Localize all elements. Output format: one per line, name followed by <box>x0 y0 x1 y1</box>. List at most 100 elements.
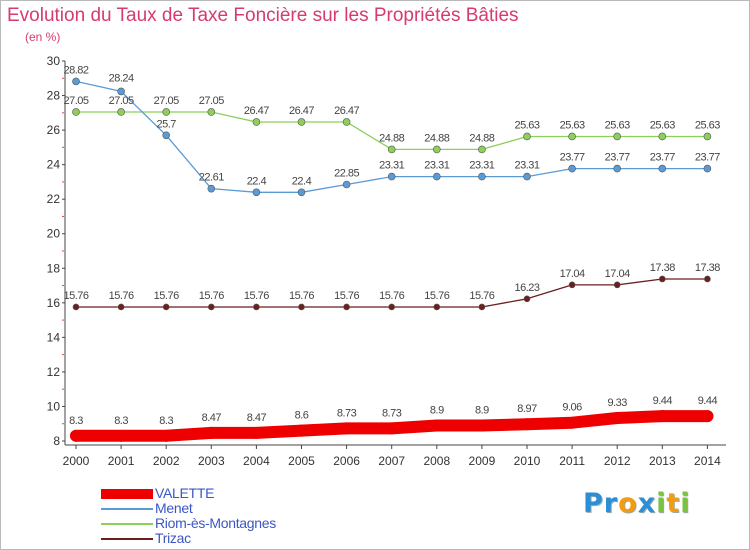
data-point-trizac <box>704 275 711 283</box>
legend-swatch-riom <box>101 523 153 525</box>
data-label-trizac: 15.76 <box>63 290 88 302</box>
x-tick-label: 2012 <box>604 454 631 468</box>
data-label-valette: 9.06 <box>562 402 582 414</box>
x-tick-label: 2006 <box>333 454 360 468</box>
y-tick-label: 10 <box>47 399 61 413</box>
data-label-menet: 22.85 <box>334 168 359 180</box>
legend-swatch-menet <box>101 508 153 510</box>
data-label-valette: 8.6 <box>295 410 309 422</box>
y-tick-label: 12 <box>47 365 61 379</box>
data-label-riom: 27.05 <box>154 95 179 107</box>
data-label-valette: 8.47 <box>202 412 222 424</box>
proxiti-logo: Proxiti <box>583 488 691 519</box>
legend-label-valette: VALETTE <box>155 485 215 501</box>
data-label-riom: 25.63 <box>560 119 585 131</box>
data-label-trizac: 15.76 <box>109 290 134 302</box>
data-label-menet: 23.31 <box>379 160 404 172</box>
data-label-riom: 25.63 <box>695 119 720 131</box>
x-tick-label: 2007 <box>378 454 405 468</box>
data-point-valette <box>115 429 128 442</box>
data-label-valette: 8.3 <box>159 415 173 427</box>
data-point-riom <box>117 108 125 116</box>
data-point-riom <box>162 108 170 116</box>
data-label-trizac: 15.76 <box>469 290 494 302</box>
data-point-valette <box>205 426 218 439</box>
data-label-riom: 25.63 <box>514 119 539 131</box>
data-point-trizac <box>388 303 396 311</box>
y-tick-label: 16 <box>47 296 61 310</box>
data-label-menet: 22.61 <box>199 172 224 184</box>
data-label-valette: 8.9 <box>430 404 444 416</box>
data-label-trizac: 16.23 <box>514 282 539 294</box>
data-point-menet <box>342 180 351 189</box>
x-tick-label: 2002 <box>153 454 180 468</box>
legend-label-riom: Riom-ès-Montagnes <box>155 515 276 531</box>
data-point-riom <box>523 132 531 141</box>
data-point-trizac <box>343 303 350 311</box>
data-label-riom: 25.63 <box>650 119 675 131</box>
data-point-trizac <box>433 303 441 311</box>
data-point-valette <box>295 424 308 437</box>
data-label-valette: 8.73 <box>337 407 357 419</box>
x-tick-label: 2003 <box>198 454 225 468</box>
data-point-valette <box>475 419 488 432</box>
data-point-menet <box>117 87 125 96</box>
data-point-valette <box>611 412 624 425</box>
data-point-valette <box>250 426 263 439</box>
data-point-menet <box>207 184 216 193</box>
data-point-trizac <box>568 281 576 289</box>
x-tick-label: 2013 <box>649 454 676 468</box>
data-point-trizac <box>72 303 80 311</box>
data-point-trizac <box>162 303 170 311</box>
data-label-riom: 27.05 <box>63 95 88 107</box>
x-tick-label: 2001 <box>108 454 135 468</box>
legend-swatch-trizac <box>101 538 153 540</box>
data-label-riom: 25.63 <box>605 119 630 131</box>
data-point-trizac <box>208 303 215 311</box>
data-point-riom <box>72 108 80 116</box>
y-tick-label: 28 <box>47 89 61 103</box>
data-label-trizac: 15.76 <box>289 290 314 302</box>
x-tick-label: 2014 <box>694 454 721 468</box>
data-label-menet: 22.4 <box>247 175 267 187</box>
data-label-riom: 24.88 <box>379 132 404 144</box>
data-point-menet <box>658 164 667 173</box>
data-label-menet: 23.77 <box>695 152 720 164</box>
data-label-menet: 23.77 <box>650 152 675 164</box>
data-point-trizac <box>253 303 260 311</box>
legend-label-trizac: Trizac <box>155 530 191 546</box>
data-label-valette: 9.44 <box>698 395 718 407</box>
data-label-trizac: 15.76 <box>424 290 449 302</box>
data-label-menet: 23.77 <box>560 152 585 164</box>
data-label-valette: 9.44 <box>653 395 673 407</box>
data-point-riom <box>207 108 216 116</box>
data-label-menet: 22.4 <box>292 175 312 187</box>
data-label-riom: 26.47 <box>244 105 269 117</box>
y-tick-label: 30 <box>47 54 61 68</box>
data-label-trizac: 15.76 <box>199 290 224 302</box>
data-label-valette: 8.9 <box>475 404 489 416</box>
data-point-valette <box>701 410 714 423</box>
data-label-trizac: 17.04 <box>560 268 585 280</box>
data-label-riom: 26.47 <box>289 105 314 117</box>
data-point-valette <box>385 422 398 435</box>
data-label-menet: 23.31 <box>424 160 449 172</box>
data-label-riom: 26.47 <box>334 105 359 117</box>
data-point-trizac <box>523 295 531 303</box>
data-point-menet <box>478 172 486 181</box>
data-point-riom <box>568 132 576 141</box>
data-point-riom <box>478 145 486 154</box>
data-label-riom: 24.88 <box>469 132 494 144</box>
x-tick-label: 2000 <box>63 454 90 468</box>
data-point-menet <box>387 172 396 181</box>
chart-series <box>70 77 714 442</box>
data-point-valette <box>70 429 82 442</box>
x-tick-label: 2008 <box>423 454 450 468</box>
data-point-riom <box>703 132 712 141</box>
chart-title: Evolution du Taux de Taxe Foncière sur l… <box>7 5 519 26</box>
data-point-riom <box>387 145 396 154</box>
x-tick-label: 2005 <box>288 454 315 468</box>
x-tick-label: 2011 <box>559 454 585 468</box>
data-label-trizac: 15.76 <box>334 290 359 302</box>
